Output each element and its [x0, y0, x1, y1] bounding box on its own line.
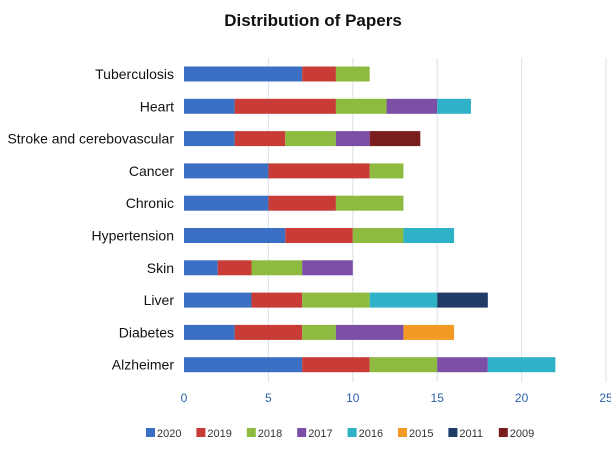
bars-layer: [184, 66, 556, 373]
legend-label-2011: 2011: [459, 428, 483, 440]
bar-skin-2020: [184, 260, 218, 276]
bar-chronic-2020: [184, 195, 269, 211]
bar-stroke-and-cerebovascular-2020: [184, 131, 235, 147]
bar-diabetes-2020: [184, 324, 235, 340]
x-tick-label: 0: [181, 391, 188, 405]
bar-liver-2019: [251, 292, 303, 308]
legend-swatch-2020: [146, 428, 155, 437]
category-labels: Tuberculosis Heart Stroke and cerebovascul…: [7, 66, 174, 373]
legend-label-2018: 2018: [258, 428, 282, 440]
bar-diabetes-2017: [335, 324, 404, 340]
x-tick-label: 15: [431, 391, 445, 405]
bar-diabetes-2018: [302, 324, 336, 340]
bar-cancer-2020: [184, 163, 269, 179]
legend-label-2016: 2016: [359, 428, 383, 440]
legend-swatch-2018: [246, 428, 256, 437]
bar-heart-2018: [335, 98, 387, 114]
category-label-diabetes: Diabetes: [119, 324, 174, 340]
bar-cancer-2018: [369, 163, 404, 179]
bar-liver-2016: [369, 292, 438, 308]
bar-liver-2011: [437, 292, 488, 308]
bar-chronic-2019: [268, 195, 336, 211]
bar-heart-2016: [437, 98, 471, 114]
legend-swatch-2019: [196, 428, 206, 437]
legend-swatch-2011: [448, 428, 458, 437]
bar-skin-2019: [217, 260, 252, 276]
bar-tuberculosis-2019: [302, 66, 336, 82]
bar-cancer-2019: [268, 163, 370, 179]
legend-swatch-2015: [398, 428, 407, 437]
legend-swatch-2009: [498, 428, 508, 437]
bar-diabetes-2015: [403, 324, 455, 340]
legend-swatch-2016: [347, 428, 357, 437]
bar-alzheimer-2018: [369, 357, 438, 373]
x-tick-label: 20: [515, 391, 529, 405]
legend-swatch-2017: [297, 428, 307, 437]
category-label-alzheimer: Alzheimer: [112, 357, 175, 373]
bar-alzheimer-2017: [437, 357, 488, 373]
legend: 2020 2019 2018 2017 2016 2015 2011 2009: [146, 428, 534, 440]
bar-liver-2020: [184, 292, 252, 308]
bar-chronic-2018: [335, 195, 404, 211]
category-label-stroke-and-cerebovascular: Stroke and cerebovascular: [7, 131, 174, 147]
chart-title: Distribution of Papers: [224, 11, 402, 30]
bar-stroke-and-cerebovascular-2018: [285, 131, 336, 147]
bar-hypertension-2020: [184, 228, 286, 243]
category-label-cancer: Cancer: [129, 163, 174, 179]
category-label-liver: Liver: [144, 292, 175, 308]
bar-skin-2017: [302, 260, 353, 276]
bar-stroke-and-cerebovascular-2017: [335, 131, 370, 147]
bar-hypertension-2019: [285, 228, 353, 243]
bar-tuberculosis-2020: [184, 66, 303, 82]
bar-alzheimer-2019: [302, 357, 370, 373]
legend-label-2017: 2017: [308, 428, 332, 440]
legend-label-2015: 2015: [409, 428, 433, 440]
category-label-hypertension: Hypertension: [92, 228, 175, 244]
bar-liver-2018: [302, 292, 370, 308]
bar-heart-2019: [234, 98, 336, 114]
category-label-skin: Skin: [147, 260, 174, 276]
bar-skin-2018: [251, 260, 303, 276]
x-tick-label: 25: [599, 391, 611, 405]
bar-alzheimer-2016: [487, 357, 556, 373]
bar-hypertension-2018: [352, 228, 404, 243]
bar-hypertension-2016: [403, 228, 455, 243]
bar-heart-2020: [184, 98, 235, 114]
x-tick-label: 5: [265, 391, 272, 405]
category-label-tuberculosis: Tuberculosis: [95, 66, 174, 82]
bar-diabetes-2019: [234, 324, 303, 340]
legend-label-2020: 2020: [157, 428, 181, 440]
bar-heart-2017: [386, 98, 438, 114]
bar-stroke-and-cerebovascular-2009: [369, 131, 421, 147]
bar-stroke-and-cerebovascular-2019: [234, 131, 286, 147]
bar-alzheimer-2020: [184, 357, 303, 373]
legend-label-2009: 2009: [510, 428, 534, 440]
category-label-heart: Heart: [140, 98, 174, 114]
x-axis-ticks: 0 5 10 15 20 25: [181, 391, 611, 405]
category-label-chronic: Chronic: [126, 195, 174, 211]
bar-tuberculosis-2018: [335, 66, 370, 82]
legend-label-2019: 2019: [207, 428, 231, 440]
x-tick-label: 10: [346, 391, 360, 405]
